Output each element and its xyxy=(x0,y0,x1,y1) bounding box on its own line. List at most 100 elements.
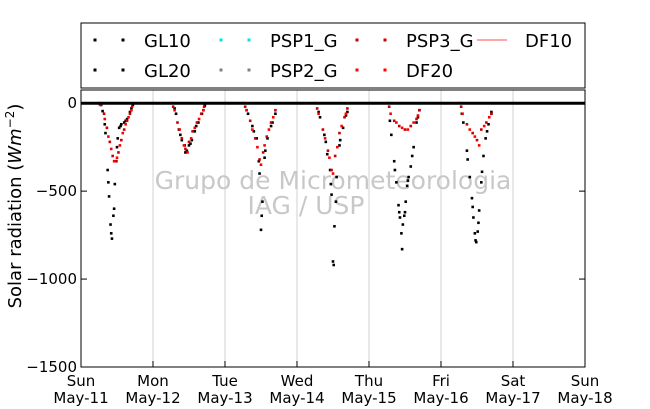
data-point-df20 xyxy=(473,135,477,138)
data-point-gl20 xyxy=(403,210,407,214)
x-tick-label-date: May-16 xyxy=(413,389,468,407)
data-point-df20 xyxy=(251,128,254,131)
data-point-psp3-g xyxy=(130,105,134,109)
data-point-gl10 xyxy=(330,193,333,196)
data-point-df20 xyxy=(468,128,472,131)
x-tick-label-date: May-13 xyxy=(197,389,252,407)
data-point-gl10 xyxy=(131,103,135,107)
data-point-gl10 xyxy=(274,112,277,116)
data-point-df20 xyxy=(182,144,186,147)
data-point-gl20 xyxy=(252,130,256,133)
data-point-gl10 xyxy=(341,126,345,130)
data-point-gl10 xyxy=(122,121,126,124)
data-point-df20 xyxy=(186,151,189,154)
data-point-df20 xyxy=(400,126,404,130)
legend-marker-swatch xyxy=(247,38,251,42)
data-point-psp3-g xyxy=(248,119,252,123)
legend: GL10 GL20 PSP1_G PSP2_G PSP3_G DF20 DF10 xyxy=(80,22,586,89)
data-point-psp3-g xyxy=(117,151,120,154)
grid-lines xyxy=(152,90,514,367)
data-point-df20 xyxy=(202,108,205,112)
data-point-gl10 xyxy=(405,184,409,188)
data-point-gl20 xyxy=(264,149,267,152)
data-point-psp3-g xyxy=(265,135,269,138)
x-tick-label-day: Sun xyxy=(67,372,96,390)
legend-marker-swatch xyxy=(355,38,359,42)
data-point-gl10 xyxy=(477,209,481,212)
data-point-gl20 xyxy=(107,181,110,184)
data-point-gl20 xyxy=(260,214,264,218)
data-point-gl10 xyxy=(269,124,273,128)
legend-entry-psp1-g: PSP1_G xyxy=(219,31,338,52)
data-point-df20 xyxy=(256,145,259,149)
data-point-df20 xyxy=(127,115,130,119)
data-point-gl10 xyxy=(472,216,475,219)
data-point-gl10 xyxy=(335,175,338,179)
y-tick-label: −1000 xyxy=(26,270,77,288)
data-point-psp3-g xyxy=(475,138,479,142)
data-point-gl10 xyxy=(180,138,184,142)
x-tick-label-day: Tue xyxy=(211,372,238,390)
data-point-gl10 xyxy=(104,131,107,135)
data-point-gl20 xyxy=(410,154,414,158)
y-tick-label: 0 xyxy=(67,94,77,112)
legend-marker-swatch xyxy=(383,68,387,72)
data-point-gl20 xyxy=(112,207,116,211)
data-point-gl10 xyxy=(190,138,194,142)
data-point-psp3-g xyxy=(191,130,194,133)
data-point-gl20 xyxy=(471,205,474,209)
y-tick-label: −500 xyxy=(36,182,77,200)
data-point-psp3-g xyxy=(330,168,333,172)
data-point-df20 xyxy=(178,128,181,131)
x-tick-label-day: Sat xyxy=(501,372,526,390)
data-point-gl10 xyxy=(187,144,191,147)
data-point-gl10 xyxy=(255,137,258,140)
data-point-gl10 xyxy=(392,159,396,163)
legend-marker-swatch xyxy=(383,38,387,42)
data-point-gl10 xyxy=(113,182,117,186)
data-point-gl20 xyxy=(124,119,127,123)
data-point-gl10 xyxy=(412,145,415,149)
data-point-gl10 xyxy=(109,223,112,226)
data-point-df20 xyxy=(103,117,107,121)
legend-marker-swatch xyxy=(93,68,97,72)
data-point-gl20 xyxy=(406,179,410,182)
data-point-gl10 xyxy=(480,181,483,184)
data-point-gl10 xyxy=(346,110,349,114)
data-point-df20 xyxy=(267,128,271,131)
data-point-gl20 xyxy=(477,221,480,225)
x-tick-label-date: May-14 xyxy=(269,389,324,407)
data-point-gl20 xyxy=(334,200,338,203)
data-point-gl10 xyxy=(409,165,413,168)
x-tick-label-date: May-18 xyxy=(557,389,612,407)
watermark-line-1: Grupo de Micrometeorologia xyxy=(155,166,512,195)
legend-label: PSP3_G xyxy=(406,31,474,52)
data-point-gl10 xyxy=(193,130,197,133)
data-point-psp3-g xyxy=(105,126,109,130)
data-point-psp3-g xyxy=(180,137,184,140)
data-point-gl10 xyxy=(266,137,269,140)
data-point-df20 xyxy=(331,172,335,175)
data-point-gl20 xyxy=(179,133,182,137)
data-point-psp3-g xyxy=(485,121,488,124)
data-point-psp3-g xyxy=(343,115,346,119)
data-point-psp3-g xyxy=(108,140,112,144)
x-tick-label-day: Thu xyxy=(354,372,383,390)
data-point-psp3-g xyxy=(269,121,273,124)
legend-label: PSP1_G xyxy=(270,31,338,52)
data-point-psp3-g xyxy=(465,122,469,126)
data-point-df20 xyxy=(121,131,125,135)
data-point-df20 xyxy=(259,163,263,167)
data-point-df20 xyxy=(99,103,102,107)
x-tick-label-day: Wed xyxy=(281,372,314,390)
data-point-psp3-g xyxy=(187,140,191,144)
data-point-gl10 xyxy=(473,232,477,235)
data-point-gl10 xyxy=(468,175,472,179)
data-point-psp3-g xyxy=(409,124,413,128)
legend-marker-swatch xyxy=(219,38,223,42)
data-point-psp3-g xyxy=(122,128,126,131)
data-point-gl10 xyxy=(400,232,403,235)
data-point-gl20 xyxy=(400,247,404,251)
data-point-psp3-g xyxy=(184,147,187,151)
